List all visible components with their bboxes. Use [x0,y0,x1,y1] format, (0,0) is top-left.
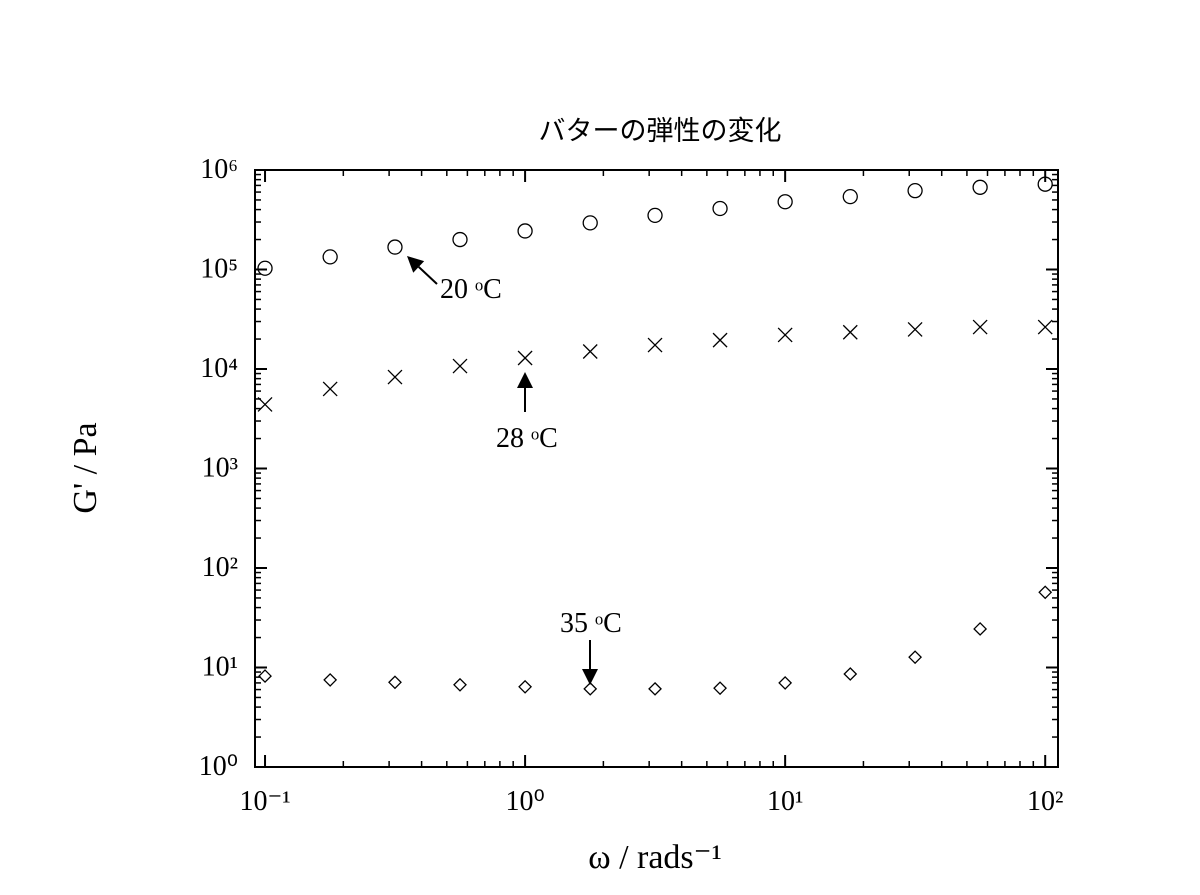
marker-diamond [973,622,988,636]
marker-diamond [453,677,467,692]
marker-x [517,350,533,366]
arrow-head [582,669,598,685]
x-tick-label: 10⁻¹ [239,786,290,817]
arrow-shaft [418,266,438,285]
x-tick-label: 10¹ [767,786,803,817]
marker-circle [1037,176,1053,192]
arrow-head [517,372,533,388]
marker-x [452,358,468,374]
marker-circle [517,223,533,239]
marker-diamond [583,681,598,696]
marker-circle [647,207,663,224]
marker-x [387,369,403,385]
marker-diamond [843,667,858,681]
y-tick-label: 10² [202,552,238,583]
marker-x [777,327,793,343]
marker-x [972,319,988,335]
chart-title: バターの弾性の変化 [539,116,782,147]
marker-x [842,324,858,340]
marker-diamond [518,679,533,694]
marker-circle [777,194,793,210]
marker-x [582,344,598,359]
y-tick-label: 10⁵ [200,254,238,285]
marker-diamond [908,650,923,665]
marker-x [647,337,663,353]
marker-circle [452,231,468,248]
marker-circle [257,260,273,276]
marker-x [322,381,338,397]
marker-x [907,321,923,337]
marker-diamond [778,675,793,690]
marker-circle [842,188,858,205]
marker-circle [972,179,988,195]
y-axis-label: G' / Pa [67,422,104,513]
marker-x [1037,319,1053,335]
y-tick-label: 10⁰ [199,751,238,782]
marker-circle [582,215,598,231]
annotation: 28 ᵒC [496,423,558,454]
y-tick-label: 10¹ [202,652,238,683]
marker-diamond [1038,585,1053,600]
y-tick-label: 10⁶ [200,154,238,185]
marker-diamond [323,673,338,687]
marker-circle [907,183,923,199]
x-tick-label: 10⁰ [505,786,544,817]
arrow-head [407,256,425,273]
marker-diamond [388,675,402,690]
marker-x [712,332,728,348]
x-tick-label: 10² [1027,786,1063,817]
marker-diamond [258,669,272,683]
annotation: 20 ᵒC [440,274,502,305]
marker-circle [712,200,728,217]
marker-x [257,397,273,412]
y-tick-label: 10³ [202,453,238,484]
marker-circle [387,239,403,255]
plot-frame [254,169,1059,768]
x-axis-label: ω / rads⁻¹ [588,839,722,876]
annotation: 35 ᵒC [560,608,622,639]
marker-diamond [713,681,727,696]
y-tick-label: 10⁴ [200,353,238,384]
marker-circle [322,249,338,265]
marker-diamond [648,681,662,696]
